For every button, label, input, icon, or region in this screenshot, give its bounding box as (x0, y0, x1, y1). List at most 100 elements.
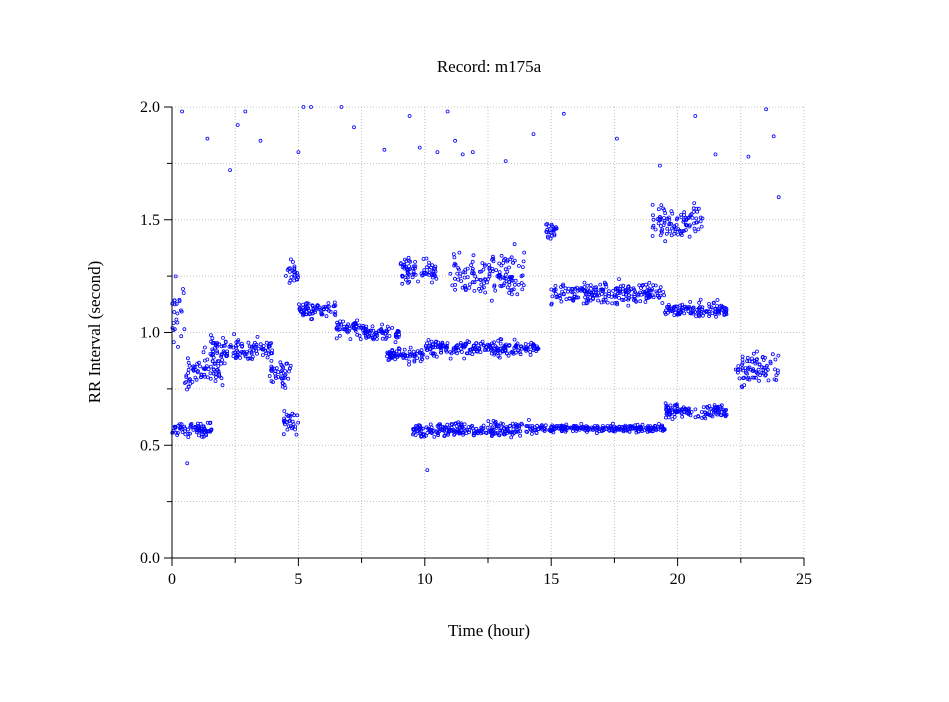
data-point (713, 152, 718, 157)
grid-layer (172, 106, 805, 558)
data-point (637, 426, 641, 431)
data-point (670, 417, 675, 422)
data-point (361, 325, 366, 330)
data-point (269, 341, 274, 346)
data-point (451, 252, 456, 257)
data-point (498, 274, 503, 279)
data-point (509, 435, 514, 440)
data-point (210, 359, 215, 364)
data-point (268, 351, 273, 356)
data-point (249, 350, 254, 355)
data-point (413, 272, 418, 277)
data-point (487, 272, 492, 277)
data-point (372, 335, 377, 340)
data-point (641, 289, 646, 294)
data-point (401, 351, 406, 356)
data-point (412, 266, 417, 271)
data-point (462, 356, 467, 361)
data-point (481, 267, 486, 272)
data-point (682, 311, 687, 316)
data-point (190, 380, 195, 384)
data-point (460, 152, 465, 157)
data-point (530, 343, 535, 348)
data-point (461, 426, 466, 431)
data-point (221, 335, 225, 340)
data-point (400, 273, 405, 278)
data-point (384, 328, 389, 333)
data-point (482, 281, 486, 286)
data-point (279, 369, 284, 374)
data-point (186, 427, 191, 432)
data-point (220, 358, 225, 362)
data-point (507, 290, 512, 295)
data-point (470, 259, 475, 264)
data-point (516, 348, 521, 353)
data-point (470, 266, 475, 271)
data-point (335, 322, 340, 327)
data-point (305, 301, 310, 306)
data-point (395, 355, 400, 360)
data-point (202, 426, 207, 431)
data-point (260, 353, 265, 358)
data-point (280, 380, 285, 385)
data-point (479, 269, 484, 274)
data-point (498, 276, 503, 281)
data-point (491, 349, 496, 354)
data-point (605, 300, 610, 305)
data-point (582, 280, 587, 285)
data-point (658, 163, 662, 168)
data-point (339, 105, 344, 109)
data-point (508, 423, 512, 428)
data-point (321, 307, 326, 312)
data-point (269, 358, 274, 363)
data-point (467, 285, 472, 290)
data-point (517, 425, 521, 430)
data-point (290, 411, 295, 416)
data-point (696, 414, 701, 419)
data-point (527, 417, 531, 422)
data-point (452, 255, 457, 260)
data-point (499, 284, 504, 289)
data-point (679, 307, 684, 312)
data-point (750, 368, 755, 373)
data-point (597, 426, 602, 431)
data-point (188, 425, 193, 430)
data-point (463, 283, 468, 288)
data-point (407, 349, 412, 354)
data-point (463, 267, 468, 272)
data-point (522, 250, 527, 255)
data-point (520, 287, 525, 292)
data-point (344, 329, 349, 334)
data-point (483, 277, 488, 282)
data-point (669, 209, 674, 214)
data-point (333, 303, 338, 308)
data-point (426, 426, 431, 431)
data-point (771, 134, 776, 139)
data-point (292, 278, 297, 283)
data-point (601, 428, 606, 433)
data-point (185, 387, 189, 392)
data-point (239, 341, 244, 346)
data-point (682, 228, 686, 233)
data-point (370, 324, 375, 329)
data-point (690, 215, 695, 220)
data-point (191, 368, 196, 373)
data-point (408, 259, 413, 264)
data-point (763, 373, 768, 378)
data-point (436, 433, 441, 438)
data-point (510, 288, 514, 292)
data-point (715, 298, 720, 302)
data-point (776, 195, 781, 200)
data-point (674, 402, 679, 407)
data-point (431, 351, 436, 356)
data-point (697, 311, 702, 316)
data-point (662, 293, 666, 298)
data-point (472, 280, 477, 285)
data-point (208, 429, 213, 434)
x-tick-label: 5 (294, 571, 302, 588)
data-point (407, 362, 411, 367)
data-point (310, 317, 315, 321)
data-point (429, 351, 434, 356)
data-point (492, 431, 497, 436)
data-point (667, 221, 672, 226)
